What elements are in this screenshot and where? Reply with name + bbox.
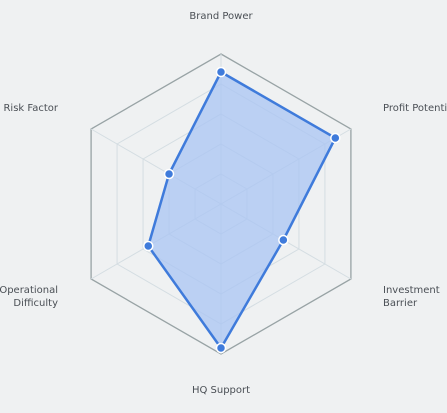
axis-labels: Brand Power Profit Potential Investment Bar… <box>0 11 447 396</box>
axis-label-brand_power: Brand Power <box>189 11 253 22</box>
data-point-profit_potential[interactable] <box>330 132 341 144</box>
data-point-risk_factor[interactable] <box>163 168 175 180</box>
series-area-0 <box>147 70 337 350</box>
axis-label-line: Risk Factor <box>3 103 58 114</box>
axis-label-line: Operational <box>0 285 58 296</box>
data-point-operational_difficulty[interactable] <box>143 240 154 252</box>
axis-label-investment_barrier: Investment Barrier <box>383 285 440 309</box>
data-point-brand_power[interactable] <box>215 66 227 78</box>
data-point-investment_barrier[interactable] <box>278 234 289 246</box>
axis-label-operational_difficulty: Operational Difficulty <box>0 285 58 309</box>
axis-label-profit_potential: Profit Potential <box>383 103 447 114</box>
axis-label-line: Barrier <box>383 298 418 309</box>
axis-label-line: Brand Power <box>189 11 253 22</box>
axis-label-hq_support: HQ Support <box>192 385 250 396</box>
axis-label-line: Difficulty <box>13 298 58 309</box>
axis-label-risk_factor: Risk Factor <box>3 103 58 114</box>
data-point-hq_support[interactable] <box>215 342 227 354</box>
axis-label-line: Profit Potential <box>383 103 447 114</box>
radar-series <box>143 66 341 354</box>
axis-label-line: HQ Support <box>192 385 250 396</box>
axis-label-line: Investment <box>383 285 440 296</box>
